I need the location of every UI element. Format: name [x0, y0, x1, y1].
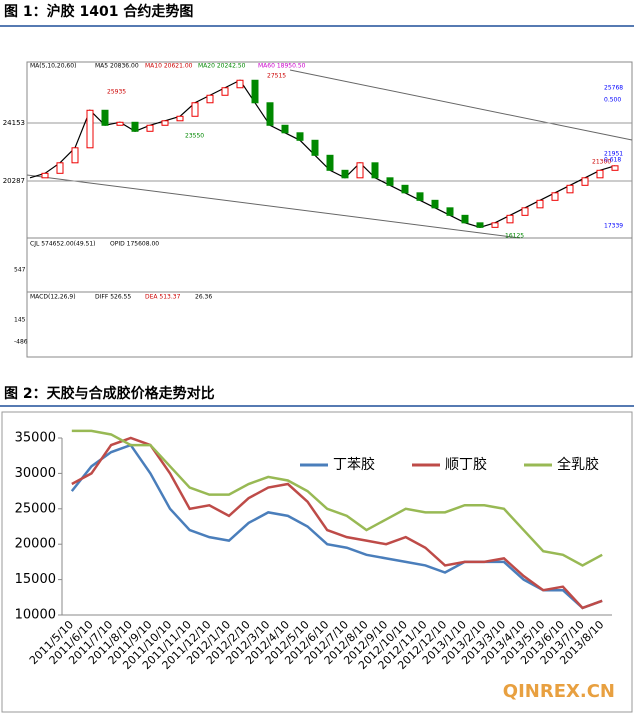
candle	[536, 199, 544, 209]
candle	[386, 177, 394, 186]
candle	[236, 79, 244, 89]
annotation: 21951	[604, 151, 623, 158]
annotation: 25935	[107, 89, 126, 96]
candle	[161, 120, 169, 126]
candle	[311, 139, 319, 156]
candle	[401, 184, 409, 194]
annotation: CJL 574652.00(49.51)	[30, 241, 96, 248]
watermark: QINREX.CN	[503, 681, 615, 702]
candle	[356, 162, 364, 179]
candle	[341, 169, 349, 179]
annotation: OPID 175608.00	[110, 241, 159, 248]
candle	[566, 184, 574, 194]
figure-caption: 图 1：沪胶 1401 合约走势图	[4, 3, 193, 20]
figure-caption: 图 2：天胶与合成胶价格走势对比	[4, 385, 215, 402]
annotation: 21300	[592, 159, 611, 166]
y-tick-label: 10000	[15, 608, 56, 623]
candle	[611, 165, 619, 171]
candle	[71, 147, 79, 164]
panel	[26, 61, 633, 358]
annotation: 547	[14, 267, 26, 274]
candle	[551, 192, 559, 201]
candle	[446, 207, 454, 216]
candle	[266, 102, 274, 126]
annotation: 25768	[604, 85, 623, 92]
candle	[491, 222, 499, 228]
candle	[131, 121, 139, 132]
candle	[431, 199, 439, 209]
annotation: DIFF 526.55	[95, 294, 131, 301]
series-line	[71, 429, 603, 567]
annotation: 27515	[267, 73, 286, 80]
y-tick-label: 20287	[3, 177, 25, 185]
candle	[326, 154, 334, 171]
candle	[56, 162, 64, 174]
series-line	[70, 443, 603, 610]
annotation: MA5 20836.00	[95, 63, 139, 70]
candle	[221, 87, 229, 96]
candle	[146, 124, 154, 132]
y-tick-label: 35000	[15, 431, 56, 446]
candle	[581, 177, 589, 186]
annotation: 0.500	[604, 97, 621, 104]
candle	[596, 169, 604, 179]
annotation: MA10 20621.00	[145, 63, 193, 70]
y-tick-label: 15000	[15, 572, 56, 587]
candle	[251, 79, 259, 104]
candle	[191, 102, 199, 117]
candle	[371, 162, 379, 179]
annotation: MA60 18950.50	[258, 63, 306, 70]
annotation: 23550	[185, 133, 204, 140]
y-tick-label: 30000	[15, 466, 56, 481]
candle	[461, 214, 469, 224]
chart-frame	[1, 411, 633, 713]
annotation: MACD(12,26,9)	[30, 294, 76, 301]
annotation: 16125	[505, 233, 524, 240]
candle	[521, 207, 529, 216]
annotation: 145	[14, 317, 26, 324]
series-line	[71, 436, 603, 610]
y-tick-label: 20000	[15, 537, 56, 552]
candle	[281, 124, 289, 134]
price-line	[29, 79, 616, 228]
annotation: -486	[14, 339, 28, 346]
annotation: 26.36	[195, 294, 212, 301]
candle	[206, 94, 214, 104]
candle	[86, 109, 94, 149]
y-tick-label: 25000	[15, 501, 56, 516]
candle	[476, 222, 484, 228]
candle	[416, 192, 424, 201]
candle	[506, 214, 514, 224]
annotation: 17339	[604, 223, 623, 230]
y-tick-label: 24153	[3, 119, 25, 127]
candle	[116, 121, 124, 126]
candle	[176, 115, 184, 122]
candle	[101, 109, 109, 126]
annotation: MA20 20242.50	[198, 63, 246, 70]
candle	[296, 132, 304, 141]
legend-label: 丁苯胶	[333, 456, 375, 473]
trend-line	[289, 69, 633, 141]
candle	[41, 172, 49, 179]
annotation: 0.618	[604, 157, 621, 164]
annotation: DEA 513.37	[145, 294, 181, 301]
legend-label: 顺丁胶	[445, 456, 487, 473]
annotation: MA(5,10,20,60)	[30, 63, 76, 70]
trend-line	[26, 174, 521, 239]
legend-label: 全乳胶	[557, 456, 599, 473]
